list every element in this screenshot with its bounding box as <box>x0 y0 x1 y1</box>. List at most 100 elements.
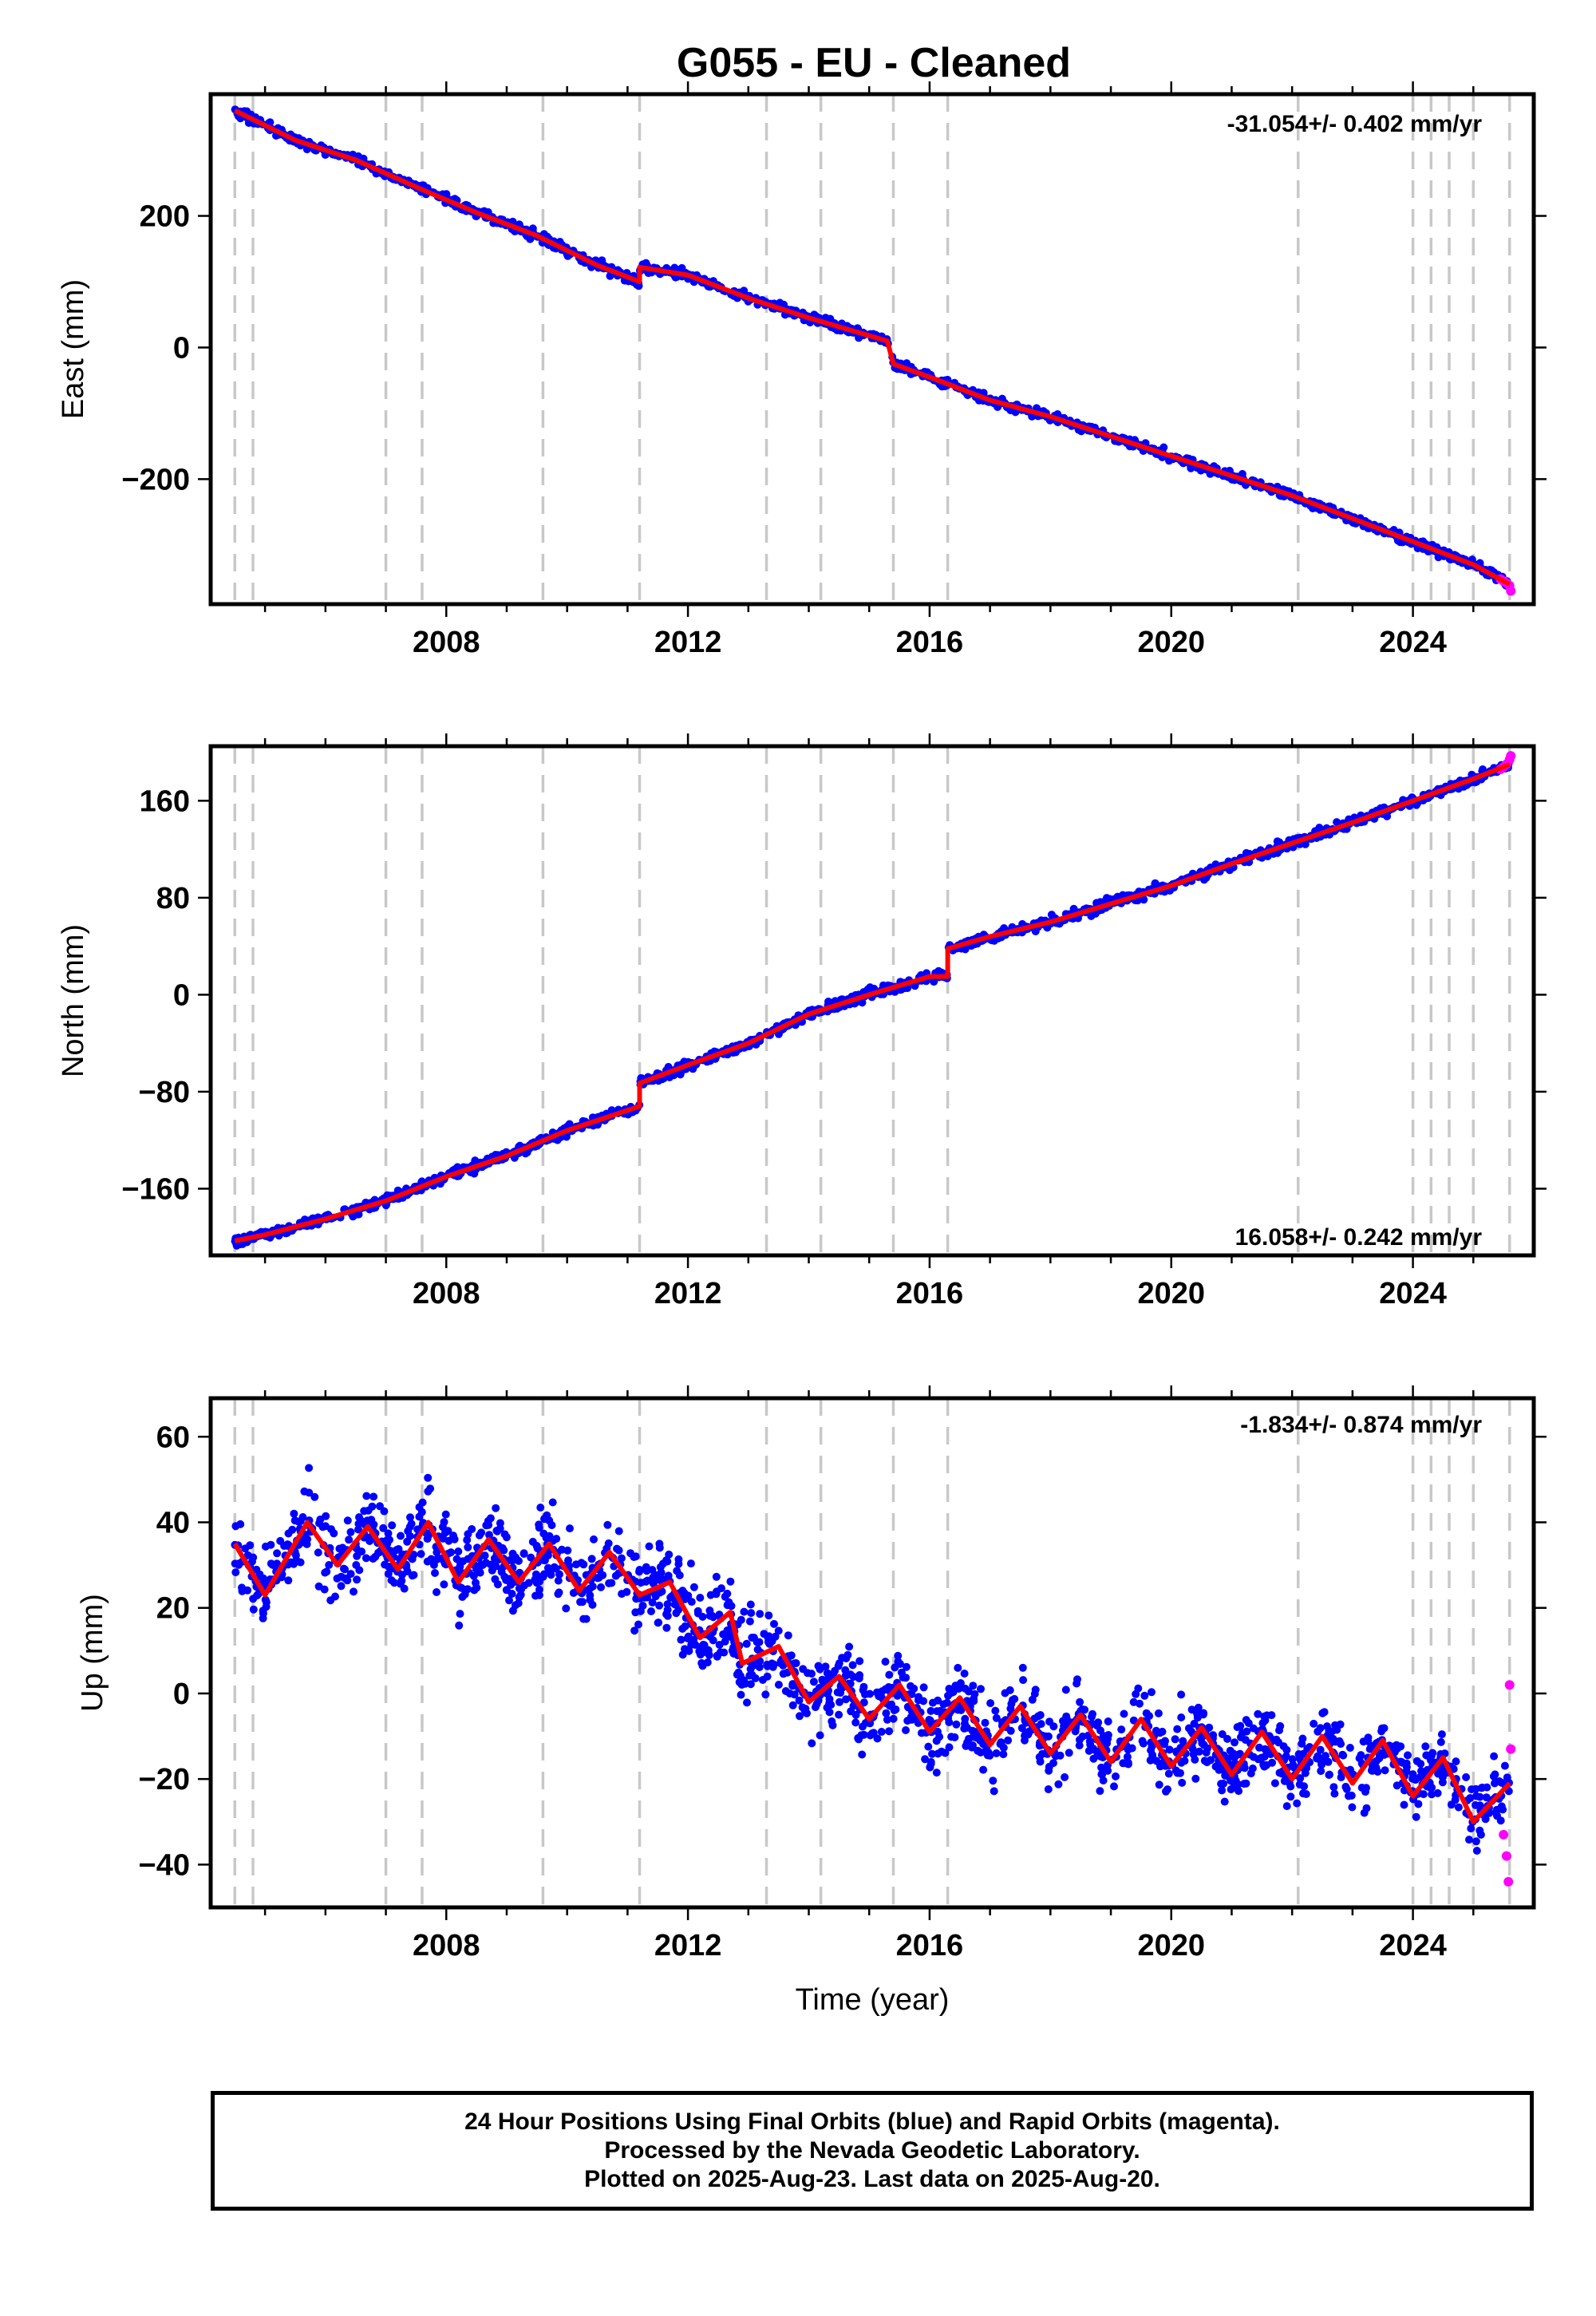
up-final-orbit-point <box>726 1577 735 1586</box>
up-final-orbit-point <box>795 1696 804 1705</box>
up-final-orbit-point <box>1248 1764 1257 1773</box>
up-final-orbit-point <box>362 1492 371 1500</box>
up-final-orbit-point <box>655 1601 664 1610</box>
up-final-orbit-point <box>1088 1709 1096 1718</box>
up-final-orbit-point <box>543 1511 551 1520</box>
up-final-orbit-point <box>858 1750 867 1759</box>
up-final-orbit-point <box>528 1537 537 1546</box>
up-final-orbit-point <box>1177 1690 1186 1699</box>
up-final-orbit-point <box>1280 1777 1289 1785</box>
up-final-orbit-point <box>1117 1725 1126 1734</box>
up-final-orbit-point <box>535 1520 543 1529</box>
up-final-orbit-point <box>745 1617 754 1626</box>
up-rapid-orbit-point <box>1503 1876 1514 1887</box>
up-final-orbit-point <box>1075 1736 1084 1744</box>
up-final-orbit-point <box>431 1569 439 1577</box>
up-final-orbit-point <box>1006 1726 1015 1735</box>
up-final-orbit-point <box>447 1548 456 1557</box>
north-rapid-orbit-point <box>1506 751 1516 761</box>
up-final-orbit-point <box>1412 1812 1420 1821</box>
up-final-orbit-point <box>1325 1727 1333 1735</box>
up-final-orbit-point <box>284 1529 293 1538</box>
up-final-orbit-point <box>945 1743 954 1752</box>
up-final-orbit-point <box>290 1509 298 1518</box>
up-rapid-orbit-point <box>1501 1851 1511 1861</box>
up-final-orbit-point <box>742 1639 751 1648</box>
up-final-orbit-point <box>1219 1780 1228 1788</box>
up-final-orbit-point <box>1491 1770 1499 1779</box>
up-final-orbit-point <box>907 1690 916 1698</box>
north-y-tick-label: 160 <box>140 785 190 818</box>
up-final-orbit-point <box>1110 1782 1118 1791</box>
up-final-orbit-point <box>687 1598 696 1607</box>
up-final-orbit-point <box>390 1579 399 1587</box>
up-final-orbit-point <box>866 1690 874 1698</box>
up-final-orbit-point <box>429 1560 438 1569</box>
up-final-orbit-point <box>1096 1726 1104 1735</box>
up-final-orbit-point <box>1034 1712 1042 1721</box>
up-final-orbit-point <box>415 1503 424 1512</box>
north-y-axis-label: North (mm) <box>57 924 90 1077</box>
up-final-orbit-point <box>1258 1719 1267 1727</box>
up-final-orbit-point <box>681 1622 689 1630</box>
up-final-orbit-point <box>1199 1710 1207 1719</box>
up-final-orbit-point <box>1164 1769 1173 1778</box>
up-final-orbit-point <box>284 1576 293 1585</box>
up-final-orbit-point <box>889 1714 898 1723</box>
up-final-orbit-point <box>756 1657 764 1666</box>
up-final-orbit-point <box>1493 1812 1501 1820</box>
up-final-orbit-point <box>1004 1736 1013 1745</box>
up-final-orbit-point <box>992 1749 1001 1757</box>
up-final-orbit-point <box>964 1687 973 1696</box>
up-final-orbit-point <box>675 1571 684 1579</box>
up-final-orbit-point <box>346 1570 355 1579</box>
up-final-orbit-point <box>970 1694 978 1703</box>
up-final-orbit-point <box>976 1748 985 1757</box>
up-final-orbit-point <box>696 1650 705 1658</box>
up-final-orbit-point <box>343 1516 352 1525</box>
up-final-orbit-point <box>801 1705 810 1713</box>
up-final-orbit-point <box>785 1690 794 1697</box>
up-x-tick-label: 2008 <box>413 1929 480 1962</box>
north-final-orbit-point <box>1273 837 1282 846</box>
up-final-orbit-point <box>1140 1691 1149 1700</box>
up-final-orbit-point <box>753 1638 761 1646</box>
up-final-orbit-point <box>444 1527 452 1535</box>
up-final-orbit-point <box>808 1670 816 1678</box>
up-final-orbit-point <box>630 1626 639 1635</box>
up-final-orbit-point <box>515 1593 523 1602</box>
up-final-orbit-point <box>873 1734 882 1743</box>
up-final-orbit-point <box>934 1727 942 1736</box>
up-final-orbit-point <box>698 1662 707 1670</box>
up-final-orbit-point <box>1482 1793 1491 1802</box>
up-final-orbit-point <box>1452 1757 1460 1766</box>
up-final-orbit-point <box>737 1690 745 1699</box>
up-final-orbit-point <box>1342 1784 1351 1793</box>
up-final-orbit-point <box>259 1609 267 1618</box>
up-final-orbit-point <box>1434 1769 1443 1778</box>
up-final-orbit-point <box>823 1669 832 1678</box>
up-final-orbit-point <box>339 1564 348 1573</box>
up-final-orbit-point <box>962 1741 970 1750</box>
up-final-orbit-point <box>1120 1709 1128 1718</box>
up-final-orbit-point <box>1060 1721 1069 1730</box>
up-final-orbit-point <box>787 1651 796 1660</box>
up-final-orbit-point <box>508 1549 517 1558</box>
east-axes-frame <box>208 92 1536 607</box>
up-final-orbit-point <box>361 1554 370 1563</box>
up-final-orbit-point <box>845 1642 854 1651</box>
up-final-orbit-point <box>723 1601 732 1610</box>
up-final-orbit-point <box>1019 1676 1028 1685</box>
up-final-orbit-point <box>614 1527 623 1535</box>
up-final-orbit-point <box>369 1492 378 1501</box>
up-final-orbit-point <box>514 1599 523 1607</box>
up-final-orbit-point <box>1438 1778 1447 1787</box>
up-final-orbit-point <box>486 1514 495 1523</box>
up-final-orbit-point <box>1357 1751 1365 1760</box>
up-final-orbit-point <box>1347 1791 1356 1800</box>
up-final-orbit-point <box>683 1634 692 1642</box>
up-final-orbit-point <box>746 1600 755 1609</box>
up-final-orbit-point <box>305 1464 314 1472</box>
north-final-orbit-point <box>1226 866 1234 875</box>
up-final-orbit-point <box>1324 1757 1333 1766</box>
